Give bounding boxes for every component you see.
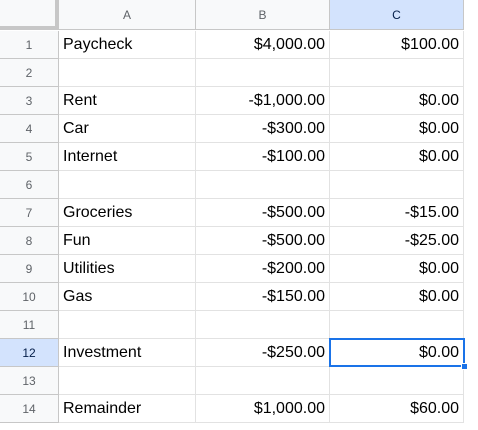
cell-b9[interactable]: -$200.00 — [196, 255, 330, 283]
cell-c9[interactable]: $0.00 — [330, 255, 464, 283]
cell-b1[interactable]: $4,000.00 — [196, 31, 330, 59]
cell-a4[interactable]: Car — [59, 115, 196, 143]
cell-a12[interactable]: Investment — [59, 339, 196, 367]
cell-b5[interactable]: -$100.00 — [196, 143, 330, 171]
cell-c1[interactable]: $100.00 — [330, 31, 464, 59]
cell-b12[interactable]: -$250.00 — [196, 339, 330, 367]
cell-a1[interactable]: Paycheck — [59, 31, 196, 59]
cell-a14[interactable]: Remainder — [59, 395, 196, 423]
column-header-c[interactable]: C — [330, 0, 464, 30]
row-header-8[interactable]: 8 — [0, 227, 59, 255]
row-header-14[interactable]: 14 — [0, 395, 59, 423]
cell-a3[interactable]: Rent — [59, 87, 196, 115]
cell-b4[interactable]: -$300.00 — [196, 115, 330, 143]
row-header-6[interactable]: 6 — [0, 171, 59, 199]
cell-a11[interactable] — [59, 311, 196, 339]
cell-c6[interactable] — [330, 171, 464, 199]
cell-a2[interactable] — [59, 59, 196, 87]
row-header-3[interactable]: 3 — [0, 87, 59, 115]
row-header-5[interactable]: 5 — [0, 143, 59, 171]
cell-b2[interactable] — [196, 59, 330, 87]
cell-b14[interactable]: $1,000.00 — [196, 395, 330, 423]
cell-c3[interactable]: $0.00 — [330, 87, 464, 115]
cell-a9[interactable]: Utilities — [59, 255, 196, 283]
cell-c5[interactable]: $0.00 — [330, 143, 464, 171]
column-header-a[interactable]: A — [59, 0, 196, 30]
cell-c2[interactable] — [330, 59, 464, 87]
fill-handle[interactable] — [461, 363, 468, 370]
cell-b13[interactable] — [196, 367, 330, 395]
select-all-corner[interactable] — [0, 0, 59, 30]
cell-b10[interactable]: -$150.00 — [196, 283, 330, 311]
row-header-7[interactable]: 7 — [0, 199, 59, 227]
cell-b6[interactable] — [196, 171, 330, 199]
cell-a7[interactable]: Groceries — [59, 199, 196, 227]
cell-c10[interactable]: $0.00 — [330, 283, 464, 311]
row-header-4[interactable]: 4 — [0, 115, 59, 143]
cell-a5[interactable]: Internet — [59, 143, 196, 171]
row-header-1[interactable]: 1 — [0, 31, 59, 59]
column-header-b[interactable]: B — [196, 0, 330, 30]
row-header-9[interactable]: 9 — [0, 255, 59, 283]
cell-b11[interactable] — [196, 311, 330, 339]
cell-a10[interactable]: Gas — [59, 283, 196, 311]
cell-a8[interactable]: Fun — [59, 227, 196, 255]
cell-c11[interactable] — [330, 311, 464, 339]
cell-c8[interactable]: -$25.00 — [330, 227, 464, 255]
cell-a13[interactable] — [59, 367, 196, 395]
row-header-2[interactable]: 2 — [0, 59, 59, 87]
cell-b8[interactable]: -$500.00 — [196, 227, 330, 255]
cell-c13[interactable] — [330, 367, 464, 395]
cell-a6[interactable] — [59, 171, 196, 199]
cell-c14[interactable]: $60.00 — [330, 395, 464, 423]
row-header-10[interactable]: 10 — [0, 283, 59, 311]
row-header-12[interactable]: 12 — [0, 339, 59, 367]
cell-c7[interactable]: -$15.00 — [330, 199, 464, 227]
row-header-13[interactable]: 13 — [0, 367, 59, 395]
cell-b7[interactable]: -$500.00 — [196, 199, 330, 227]
cell-c4[interactable]: $0.00 — [330, 115, 464, 143]
cell-c12[interactable]: $0.00 — [330, 339, 464, 367]
row-header-11[interactable]: 11 — [0, 311, 59, 339]
cell-b3[interactable]: -$1,000.00 — [196, 87, 330, 115]
